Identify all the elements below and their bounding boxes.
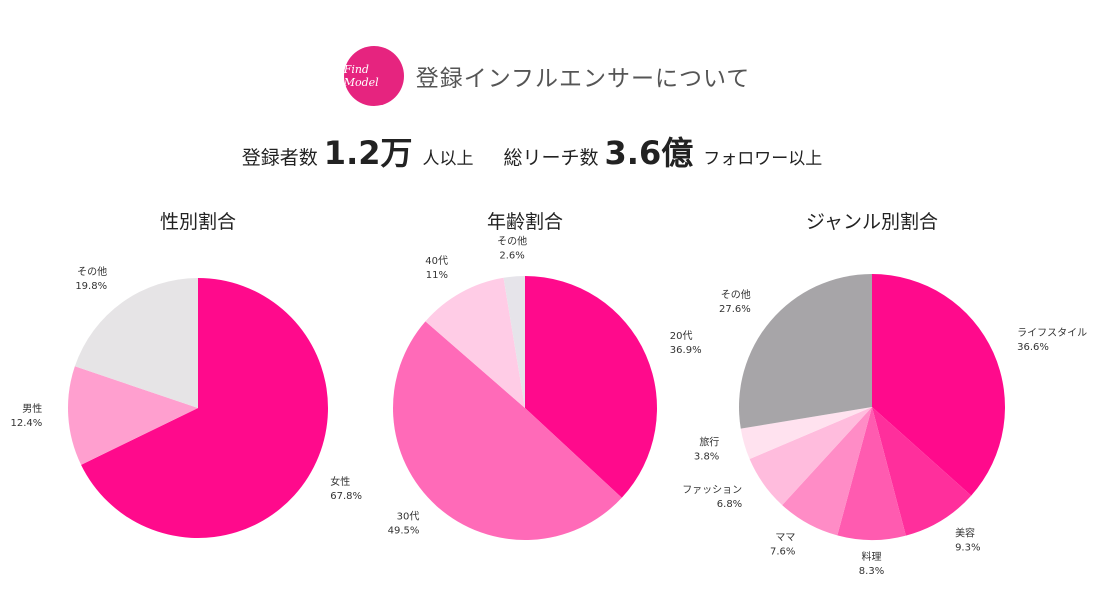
stats: 登録者数 1.2万 人以上 総リーチ数 3.6億 フォロワー以上 <box>0 128 1094 174</box>
slice-label: 旅行 <box>699 435 719 448</box>
pie-slice <box>525 276 658 498</box>
slice-label: 20代 <box>670 330 693 342</box>
pie-slice <box>81 278 328 538</box>
pie-slice <box>393 321 622 541</box>
slice-percent: 27.6% <box>719 304 751 315</box>
chart-title: ジャンル別割合 <box>806 211 938 233</box>
pie-slice <box>740 407 872 460</box>
slice-percent: 6.8% <box>717 499 742 510</box>
pie-slice <box>782 407 872 536</box>
stat-value: 3.6億 <box>604 134 694 172</box>
pie-slice <box>68 366 198 465</box>
pie-slice <box>738 274 872 429</box>
slice-percent: 2.6% <box>499 251 524 262</box>
header: Find Model 登録インフルエンサーについて <box>0 46 1094 106</box>
stat-label: 総リーチ数 <box>503 147 599 169</box>
slice-percent: 12.4% <box>11 418 43 429</box>
stat-value: 1.2万 <box>323 134 413 172</box>
slice-percent: 8.3% <box>859 566 884 577</box>
slice-percent: 7.6% <box>770 546 795 557</box>
slice-label: 美容 <box>955 527 975 540</box>
slice-percent: 67.8% <box>330 491 362 502</box>
stat-label: 登録者数 <box>241 147 318 169</box>
slice-label: 30代 <box>397 511 420 523</box>
slice-percent: 19.8% <box>75 281 107 292</box>
pie-slice <box>503 276 525 408</box>
slice-percent: 3.8% <box>694 451 719 462</box>
stat-suffix: 人以上 <box>422 149 474 169</box>
slice-label: その他 <box>77 265 107 278</box>
pie-slice <box>872 274 1005 496</box>
slice-percent: 36.6% <box>1017 342 1049 353</box>
slice-percent: 49.5% <box>388 526 420 537</box>
slice-label: 男性 <box>22 402 42 415</box>
slice-percent: 9.3% <box>955 543 980 554</box>
slice-label: その他 <box>721 288 751 301</box>
slice-label: 40代 <box>425 255 448 267</box>
stat-suffix: フォロワー以上 <box>703 149 823 169</box>
slice-label: ママ <box>775 532 795 543</box>
slice-label: 女性 <box>330 475 350 488</box>
slice-label: 料理 <box>862 550 882 563</box>
slice-label: ライフスタイル <box>1017 327 1087 339</box>
slice-percent: 11% <box>426 270 448 281</box>
pie-slice <box>74 278 198 408</box>
slice-percent: 36.9% <box>670 345 702 356</box>
chart-title: 性別割合 <box>160 211 236 233</box>
pie-slice <box>872 407 972 536</box>
chart-title: 年齢割合 <box>487 211 563 233</box>
pie-slice <box>425 277 525 408</box>
slice-label: ファッション <box>682 485 742 496</box>
logo: Find Model <box>343 46 404 106</box>
pie-slice <box>749 407 872 506</box>
page-title: 登録インフルエンサーについて <box>415 66 751 92</box>
pie-slice <box>837 407 906 540</box>
slice-label: その他 <box>497 235 527 248</box>
